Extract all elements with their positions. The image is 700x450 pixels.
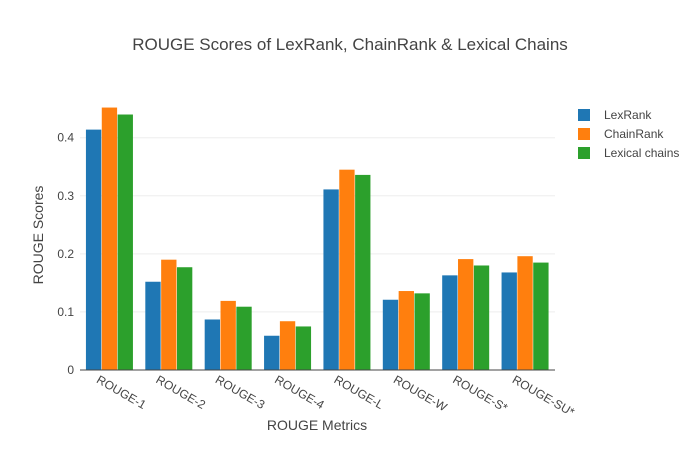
bar-chainrank-rouge-sustar [517, 256, 533, 370]
bar-lexical-chains-rouge-w [414, 293, 430, 370]
y-tick-label: 0.1 [57, 305, 74, 319]
legend-label: Lexical chains [604, 146, 679, 160]
bar-lexrank-rouge-sustar [501, 272, 517, 370]
x-tick-label: ROUGE-1 [94, 372, 149, 412]
bar-chainrank-rouge-3 [220, 300, 236, 370]
bar-lexrank-rouge-1 [85, 129, 102, 370]
x-axis-title: ROUGE Metrics [267, 417, 367, 433]
bar-chainrank-rouge-l [339, 169, 355, 370]
x-tick-label: ROUGE-SU* [510, 372, 577, 419]
x-tick-labels: ROUGE-1 ROUGE-2 ROUGE-3 ROUGE-4 ROUGE-L ROUGE… [94, 372, 577, 419]
x-tick-label: ROUGE-L [332, 372, 387, 412]
bar-lexical-chains-rouge-2 [176, 267, 193, 370]
bar-lexrank-rouge-2 [145, 281, 161, 370]
y-axis-title: ROUGE Scores [30, 186, 46, 285]
bar-chainrank-rouge-sstar [458, 259, 474, 370]
legend: LexRank ChainRank Lexical chains [578, 108, 679, 160]
x-tick-label: ROUGE-W [391, 372, 450, 414]
bar-chainrank-rouge-4 [279, 321, 296, 370]
legend-swatch [578, 109, 590, 121]
chart-title: ROUGE Scores of LexRank, ChainRank & Lex… [132, 35, 568, 54]
bar-chainrank-rouge-1 [101, 107, 118, 370]
bar-lexical-chains-rouge-l [355, 174, 371, 370]
bar-lexrank-rouge-w [382, 299, 399, 370]
legend-label: ChainRank [604, 127, 664, 141]
bar-lexical-chains-rouge-3 [236, 306, 252, 370]
legend-swatch [578, 147, 590, 159]
bar-chainrank-rouge-w [398, 291, 414, 370]
bar-lexrank-rouge-4 [264, 335, 280, 370]
bar-lexical-chains-rouge-sustar [533, 262, 549, 370]
x-tick-label: ROUGE-3 [213, 372, 268, 412]
x-tick-label: ROUGE-S* [450, 372, 510, 415]
x-tick-label: ROUGE-4 [272, 372, 327, 412]
y-tick-label: 0 [67, 363, 74, 377]
bar-lexrank-rouge-l [323, 189, 339, 370]
bar-lexrank-rouge-3 [204, 319, 221, 370]
bars [85, 107, 549, 370]
bar-lexical-chains-rouge-1 [117, 114, 133, 370]
y-tick-labels: 0 0.1 0.2 0.3 0.4 [57, 131, 74, 377]
legend-label: LexRank [604, 108, 652, 122]
x-tick-label: ROUGE-2 [154, 372, 209, 412]
y-tick-label: 0.4 [57, 131, 74, 145]
legend-swatch [578, 128, 590, 140]
y-tick-label: 0.2 [57, 247, 74, 261]
bar-lexrank-rouge-sstar [442, 275, 458, 370]
bar-lexical-chains-rouge-sstar [473, 265, 490, 370]
y-tick-label: 0.3 [57, 189, 74, 203]
bar-lexical-chains-rouge-4 [295, 326, 312, 370]
bar-chainrank-rouge-2 [161, 259, 177, 370]
